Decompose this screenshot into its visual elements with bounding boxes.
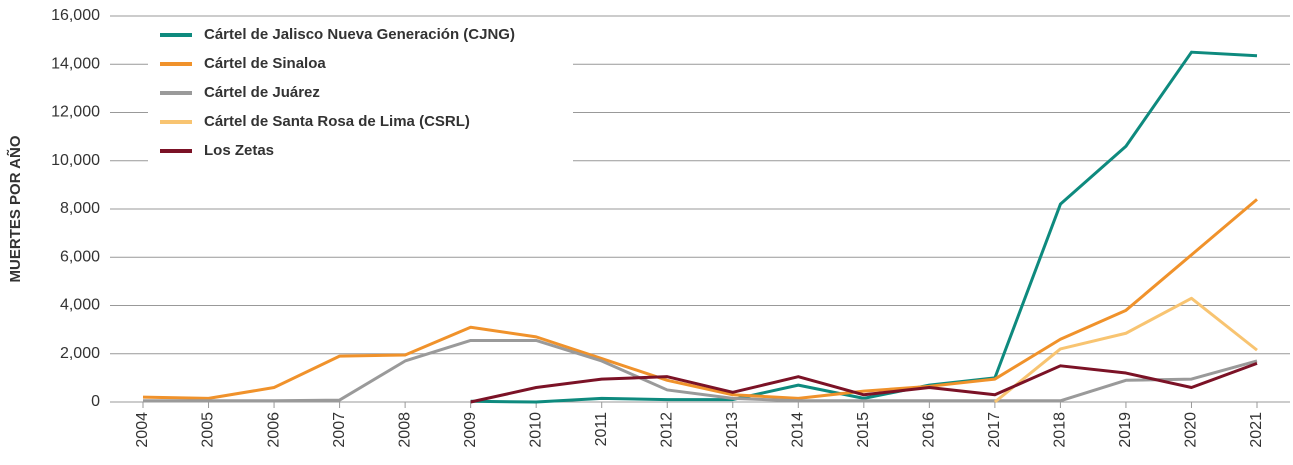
y-tick-label: 2,000 xyxy=(60,345,100,362)
x-tick-label: 2008 xyxy=(396,412,413,448)
x-tick-label: 2014 xyxy=(790,412,807,448)
legend-label: Cártel de Sinaloa xyxy=(204,55,326,72)
x-tick-label: 2004 xyxy=(134,412,151,448)
series-line xyxy=(470,50,1258,404)
x-tick-label: 2020 xyxy=(1183,412,1200,448)
y-axis-title: MUERTES POR AÑO xyxy=(6,135,24,282)
legend-label: Cártel de Jalisco Nueva Generación (CJNG… xyxy=(204,26,515,43)
y-tick-label: 8,000 xyxy=(60,200,100,217)
x-tick-label: 2018 xyxy=(1052,412,1069,448)
x-tick-label: 2016 xyxy=(921,412,938,448)
x-tick-label: 2009 xyxy=(462,412,479,448)
series-line xyxy=(993,296,1258,404)
x-tick-label: 2011 xyxy=(593,412,610,447)
series-line xyxy=(142,198,1258,400)
legend-background xyxy=(148,18,573,166)
y-tick-label: 16,000 xyxy=(51,7,100,24)
x-tick-label: 2017 xyxy=(986,412,1003,448)
x-tick-label: 2019 xyxy=(1117,412,1134,448)
y-tick-label: 6,000 xyxy=(60,248,100,265)
x-tick-label: 2010 xyxy=(527,412,544,448)
y-tick-label: 12,000 xyxy=(51,104,100,121)
legend-label: Cártel de Juárez xyxy=(204,84,320,101)
x-tick-label: 2012 xyxy=(658,412,675,448)
y-tick-label: 10,000 xyxy=(51,152,100,169)
x-tick-label: 2013 xyxy=(724,412,741,448)
series-line xyxy=(143,338,1258,403)
series-line xyxy=(470,361,1258,404)
legend-label: Cártel de Santa Rosa de Lima (CSRL) xyxy=(204,113,470,130)
y-tick-label: 0 xyxy=(91,393,100,410)
x-tick-label: 2007 xyxy=(331,412,348,448)
y-tick-label: 4,000 xyxy=(60,297,100,314)
y-tick-label: 14,000 xyxy=(51,55,100,72)
x-tick-label: 2015 xyxy=(855,412,872,448)
x-tick-label: 2021 xyxy=(1248,412,1265,448)
x-tick-label: 2006 xyxy=(265,412,282,448)
legend-label: Los Zetas xyxy=(204,142,274,159)
x-tick-label: 2005 xyxy=(200,412,217,448)
